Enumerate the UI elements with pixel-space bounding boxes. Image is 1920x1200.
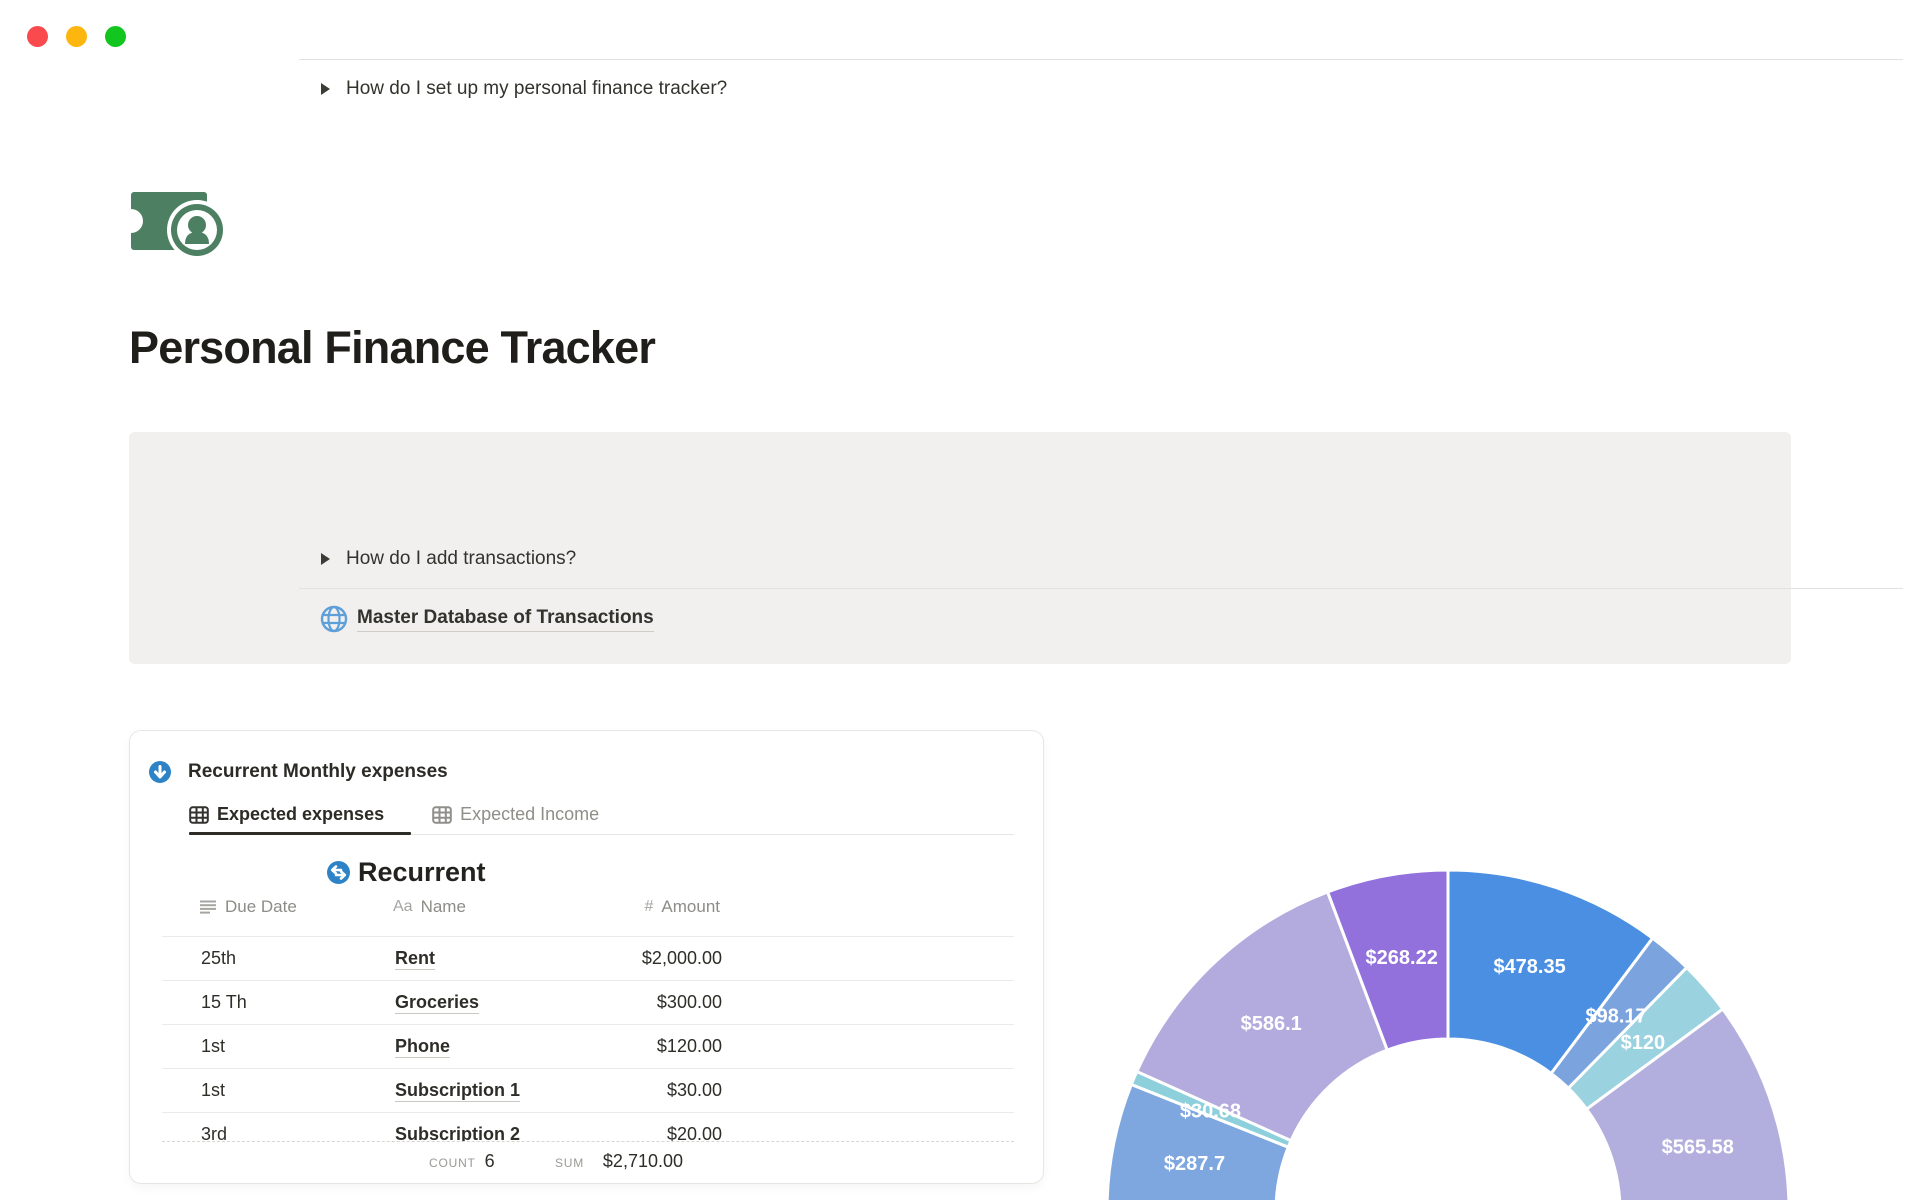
text-lines-icon xyxy=(200,900,216,914)
column-name[interactable]: Aa Name xyxy=(393,897,593,917)
cell-name[interactable]: Subscription 1 xyxy=(395,1080,595,1102)
donut-segment-label: $268.22 xyxy=(1366,947,1438,969)
donut-segment-label: $120 xyxy=(1621,1032,1666,1054)
page-title[interactable]: Personal Finance Tracker xyxy=(129,322,656,373)
cell-name[interactable]: Subscription 2 xyxy=(395,1124,595,1141)
table-rows: 25th Rent $2,000.00 15 Th Groceries $300.00 1s… xyxy=(162,936,1014,1141)
donut-segment-label: $30.68 xyxy=(1180,1100,1241,1122)
tab-label: Expected expenses xyxy=(217,804,385,824)
cell-amount[interactable]: $300.00 xyxy=(656,992,722,1012)
table-row[interactable]: 1st Subscription 1 $30.00 xyxy=(162,1068,1014,1112)
minimize-window-button[interactable] xyxy=(66,26,87,47)
sum-value: $2,710.00 xyxy=(602,1151,683,1171)
recurrent-expenses-card: Recurrent Monthly expenses Expected expe… xyxy=(129,730,1044,1184)
count-value: 6 xyxy=(484,1151,495,1171)
tab-expected-expenses[interactable]: Expected expenses xyxy=(189,804,384,825)
toggle-triangle-icon[interactable] xyxy=(321,553,330,565)
cell-name[interactable]: Phone xyxy=(395,1036,595,1058)
cell-due-date[interactable]: 1st xyxy=(201,1036,226,1056)
table-header-row: Due Date Aa Name # Amount xyxy=(162,897,1014,917)
zoom-window-button[interactable] xyxy=(105,26,126,47)
close-window-button[interactable] xyxy=(27,26,48,47)
page-link[interactable]: Phone xyxy=(395,1036,451,1058)
cell-amount[interactable]: $120.00 xyxy=(656,1036,722,1056)
toggle-label: How do I add transactions? xyxy=(346,548,577,569)
donut-segment[interactable] xyxy=(1325,868,1450,1053)
cell-amount[interactable]: $20.00 xyxy=(666,1124,722,1141)
donut-segment-label: $478.35 xyxy=(1493,956,1565,978)
master-database-link[interactable]: Master Database of Transactions xyxy=(320,605,654,633)
page-link[interactable]: Subscription 1 xyxy=(395,1080,521,1102)
donut-segment-label: $565.58 xyxy=(1662,1136,1734,1158)
donut-segment[interactable] xyxy=(1134,890,1390,1143)
title-property-icon: Aa xyxy=(393,898,413,915)
table-view-icon xyxy=(189,805,209,824)
column-label: Amount xyxy=(661,897,720,916)
table-view-icon xyxy=(432,805,452,824)
toggle-label: How do I set up my personal finance trac… xyxy=(346,78,728,99)
view-tabs: Expected expenses Expected Income xyxy=(189,804,599,825)
count-label: COUNT xyxy=(429,1156,476,1170)
toggle-setup-question[interactable]: How do I set up my personal finance trac… xyxy=(321,78,727,100)
page-link[interactable]: Subscription 2 xyxy=(395,1124,521,1141)
cell-amount[interactable]: $2,000.00 xyxy=(641,948,722,968)
column-amount[interactable]: # Amount xyxy=(593,897,721,917)
tabs-divider xyxy=(189,834,1014,835)
expenses-donut-chart: $478.35 $98.17 $120 $565.58 $287.7 $30.68 $586… xyxy=(1090,850,1800,1200)
down-arrow-circle-icon xyxy=(149,761,171,783)
cell-name[interactable]: Groceries xyxy=(395,992,595,1014)
tab-expected-income[interactable]: Expected Income xyxy=(432,804,599,825)
window-controls xyxy=(27,26,126,47)
table-row[interactable]: 25th Rent $2,000.00 xyxy=(162,936,1014,980)
sum-aggregate[interactable]: SUM $2,710.00 xyxy=(555,1151,683,1172)
table-row[interactable]: 3rd Subscription 2 $20.00 xyxy=(162,1112,1014,1141)
page-link[interactable]: Rent xyxy=(395,948,435,970)
page-icon-money-banknote[interactable] xyxy=(131,184,233,260)
database-title-row: Recurrent xyxy=(327,857,486,888)
donut-segment[interactable] xyxy=(1584,1006,1791,1200)
column-label: Due Date xyxy=(225,897,297,916)
sum-label: SUM xyxy=(555,1156,585,1170)
callout-divider-top xyxy=(299,59,1903,60)
active-tab-underline xyxy=(189,832,411,835)
number-property-icon: # xyxy=(644,898,654,915)
count-aggregate[interactable]: COUNT 6 xyxy=(429,1151,495,1172)
globe-icon xyxy=(320,605,348,633)
callout-divider-bottom xyxy=(299,588,1903,589)
page-link[interactable]: Groceries xyxy=(395,992,480,1014)
cell-name[interactable]: Rent xyxy=(395,948,595,970)
toggle-triangle-icon[interactable] xyxy=(321,83,330,95)
table-clip-divider xyxy=(162,1141,1014,1142)
database-title[interactable]: Recurrent xyxy=(358,857,486,887)
tab-label: Expected Income xyxy=(460,804,600,824)
left-right-arrows-circle-icon xyxy=(327,861,350,884)
donut-segment-label: $98.17 xyxy=(1586,1005,1647,1027)
cell-amount[interactable]: $30.00 xyxy=(666,1080,722,1100)
table-row[interactable]: 1st Phone $120.00 xyxy=(162,1024,1014,1068)
cell-due-date[interactable]: 25th xyxy=(201,948,237,968)
card-title: Recurrent Monthly expenses xyxy=(188,761,448,782)
toggle-add-transactions-question[interactable]: How do I add transactions? xyxy=(321,548,576,570)
donut-segment-label: $287.7 xyxy=(1164,1153,1225,1175)
cell-due-date[interactable]: 1st xyxy=(201,1080,226,1100)
table-footer: COUNT 6 SUM $2,710.00 xyxy=(162,1142,1014,1183)
donut-segment-label: $586.1 xyxy=(1241,1013,1302,1035)
master-database-link-label: Master Database of Transactions xyxy=(357,607,654,632)
column-due-date[interactable]: Due Date xyxy=(199,897,393,917)
card-header: Recurrent Monthly expenses xyxy=(149,761,448,783)
cell-due-date[interactable]: 3rd xyxy=(201,1124,228,1141)
column-label: Name xyxy=(420,897,466,916)
information-callout: Information How do I set up my personal … xyxy=(129,59,1903,912)
table-row[interactable]: 15 Th Groceries $300.00 xyxy=(162,980,1014,1024)
cell-due-date[interactable]: 15 Th xyxy=(201,992,247,1012)
